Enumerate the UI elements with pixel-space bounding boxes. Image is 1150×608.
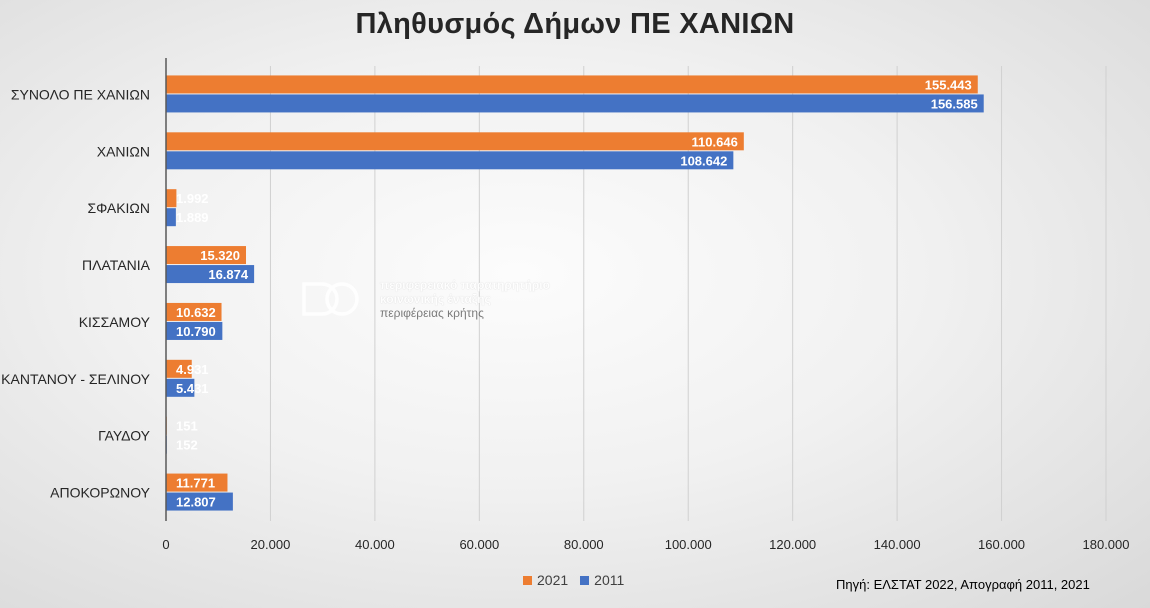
- data-label-2021: 11.771: [176, 476, 215, 491]
- data-label-2011: 16.874: [208, 267, 249, 282]
- bars: [166, 75, 984, 511]
- watermark-line-2: κοινωνικής ένταξης: [380, 292, 491, 306]
- bar-2021-0: [166, 75, 978, 94]
- data-label-2011: 1.889: [176, 210, 209, 225]
- bar-2011-5: [166, 378, 195, 397]
- x-tick-label: 80.000: [564, 537, 604, 552]
- observatory-logo-icon: [302, 282, 359, 316]
- x-tick-label: 60.000: [459, 537, 499, 552]
- watermark-line-3: περιφέρειας κρήτης: [380, 306, 484, 320]
- x-tick-label: 20.000: [251, 537, 291, 552]
- legend-label-2021: 2021: [537, 572, 569, 588]
- bar-2011-4: [166, 321, 223, 340]
- bar-2021-5: [166, 359, 192, 378]
- data-label-2021: 151: [176, 419, 198, 434]
- data-label-2021: 155.443: [925, 77, 972, 92]
- category-label: ΣΦΑΚΙΩΝ: [87, 200, 150, 216]
- data-label-2011: 108.642: [680, 153, 727, 168]
- bar-2021-7: [166, 473, 228, 492]
- data-label-2021: 10.632: [176, 305, 216, 320]
- bar-2021-3: [166, 246, 247, 265]
- chart-title: Πληθυσμός Δήμων ΠΕ ΧΑΝΙΩΝ: [355, 8, 795, 40]
- category-label: ΚΑΝΤΑΝΟΥ - ΣΕΛΙΝΟΥ: [1, 371, 150, 387]
- category-label: ΑΠΟΚΟΡΩΝΟΥ: [50, 485, 150, 501]
- x-tick-label: 140.000: [874, 537, 921, 552]
- x-tick-label: 180.000: [1083, 537, 1130, 552]
- data-label-2011: 12.807: [176, 495, 216, 510]
- bar-2021-4: [166, 302, 222, 321]
- x-tick-labels: 0 20.000 40.000 60.000 80.000 100.000 120.000 1…: [162, 537, 1129, 552]
- bar-2011-3: [166, 265, 255, 284]
- x-tick-label: 100.000: [665, 537, 712, 552]
- legend: 2021 2011: [523, 572, 624, 588]
- data-labels: 155.443 156.585 110.646 108.642 1.992 1.889 15…: [176, 77, 978, 509]
- data-label-2011: 5.431: [176, 381, 209, 396]
- category-label: ΚΙΣΣΑΜΟΥ: [79, 314, 151, 330]
- data-label-2021: 15.320: [200, 248, 240, 263]
- bar-2011-1: [166, 151, 734, 170]
- data-label-2011: 152: [176, 438, 198, 453]
- data-label-2011: 10.790: [176, 324, 216, 339]
- legend-swatch-2021: [523, 575, 532, 585]
- data-label-2021: 4.931: [176, 362, 209, 377]
- legend-item-2011: 2011: [580, 572, 624, 588]
- category-label: ΣΥΝΟΛΟ ΠΕ ΧΑΝΙΩΝ: [11, 86, 150, 102]
- legend-label-2011: 2011: [594, 572, 625, 588]
- source-note: Πηγή: ΕΛΣΤΑΤ 2022, Απογραφή 2011, 2021: [836, 577, 1090, 592]
- watermark-logo: περιφερειακό παρατηρητήριο κοινωνικής έν…: [300, 278, 550, 320]
- bar-2011-7: [166, 492, 233, 511]
- legend-swatch-2011: [580, 575, 590, 585]
- category-label: ΧΑΝΙΩΝ: [97, 143, 150, 159]
- x-tick-label: 0: [162, 537, 169, 552]
- bar-2011-2: [166, 208, 176, 227]
- x-tick-label: 40.000: [355, 537, 395, 552]
- category-label: ΠΛΑΤΑΝΙΑ: [82, 257, 151, 273]
- legend-item-2021: 2021: [523, 572, 568, 588]
- x-tick-label: 160.000: [978, 537, 1025, 552]
- category-labels: ΣΥΝΟΛΟ ΠΕ ΧΑΝΙΩΝ ΧΑΝΙΩΝ ΣΦΑΚΙΩΝ ΠΛΑΤΑΝΙΑ ΚΙΣ…: [1, 86, 151, 500]
- data-label-2021: 1.992: [176, 191, 209, 206]
- data-label-2011: 156.585: [931, 96, 978, 111]
- data-label-2021: 110.646: [692, 134, 738, 149]
- watermark-line-1: περιφερειακό παρατηρητήριο: [380, 278, 550, 292]
- x-tick-label: 120.000: [769, 537, 816, 552]
- bar-2021-2: [166, 189, 177, 208]
- bar-2021-1: [166, 132, 744, 151]
- bar-2011-0: [166, 94, 984, 113]
- category-label: ΓΑΥΔΟΥ: [98, 428, 151, 444]
